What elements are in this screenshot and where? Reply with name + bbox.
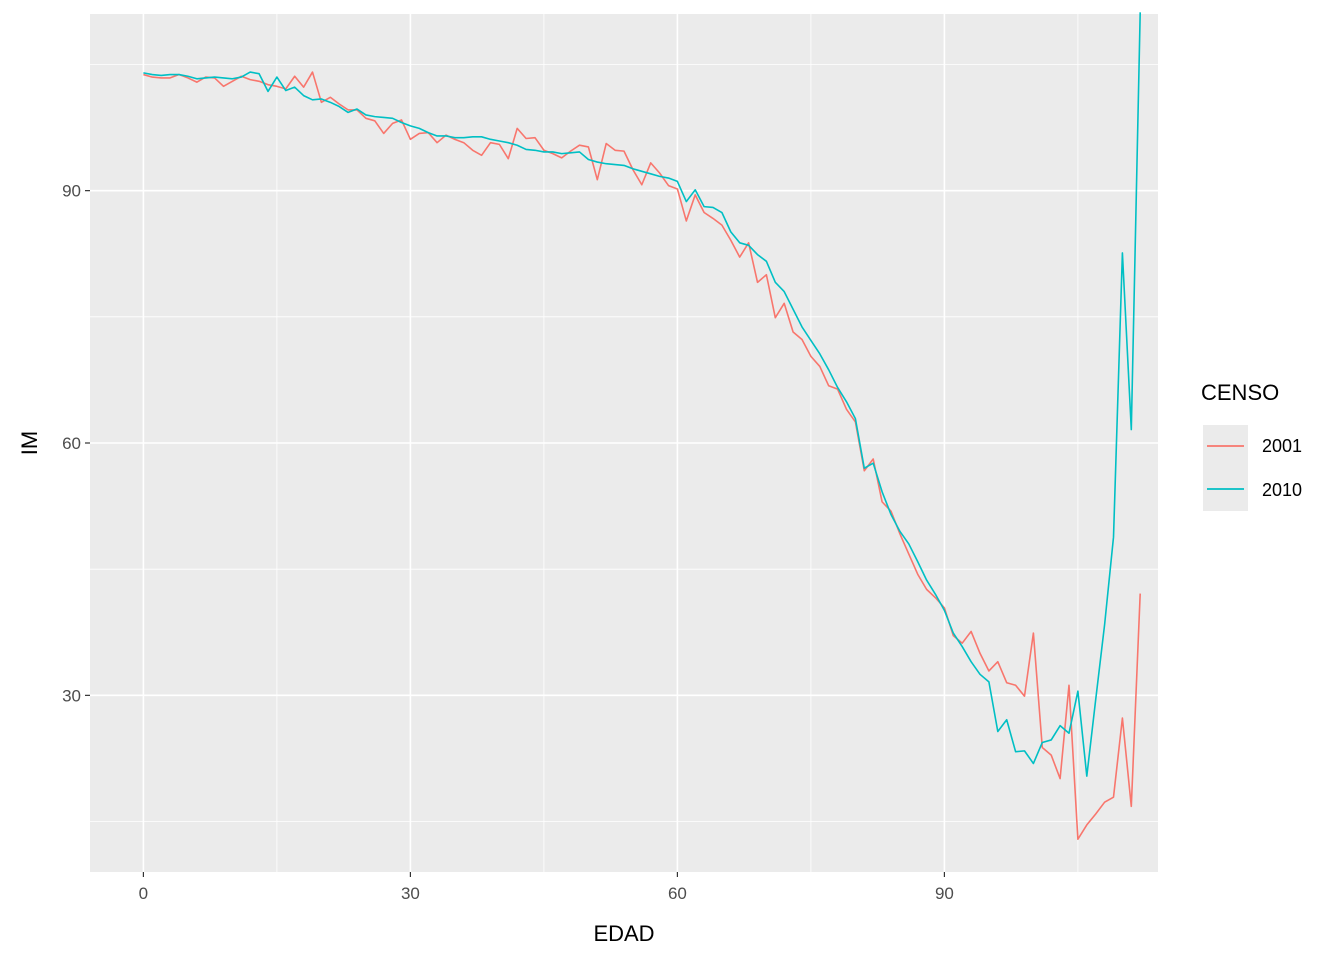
y-axis-title: IM: [17, 431, 42, 455]
series-line-2010: [143, 12, 1141, 777]
legend-item-2010: 2010: [1203, 468, 1302, 511]
y-tick-label-60: 60: [62, 434, 81, 453]
y-tick-label-90: 90: [62, 182, 81, 201]
x-axis: 0 30 60 90: [139, 872, 954, 903]
legend-label-2010: 2010: [1262, 480, 1302, 500]
series-line-2001: [143, 71, 1141, 840]
legend-label-2001: 2001: [1262, 436, 1302, 456]
major-grid: [90, 14, 1158, 872]
x-tick-label-0: 0: [139, 884, 148, 903]
y-tick-label-30: 30: [62, 686, 81, 705]
legend-title: CENSO: [1201, 380, 1279, 405]
y-axis: 30 60 90: [62, 182, 90, 705]
x-axis-title: EDAD: [593, 921, 654, 946]
legend-item-2001: 2001: [1203, 425, 1302, 468]
x-tick-label-90: 90: [935, 884, 954, 903]
series-layer: [143, 12, 1141, 840]
x-tick-label-60: 60: [668, 884, 687, 903]
x-tick-label-30: 30: [401, 884, 420, 903]
legend: CENSO 2001 2010: [1201, 380, 1302, 511]
